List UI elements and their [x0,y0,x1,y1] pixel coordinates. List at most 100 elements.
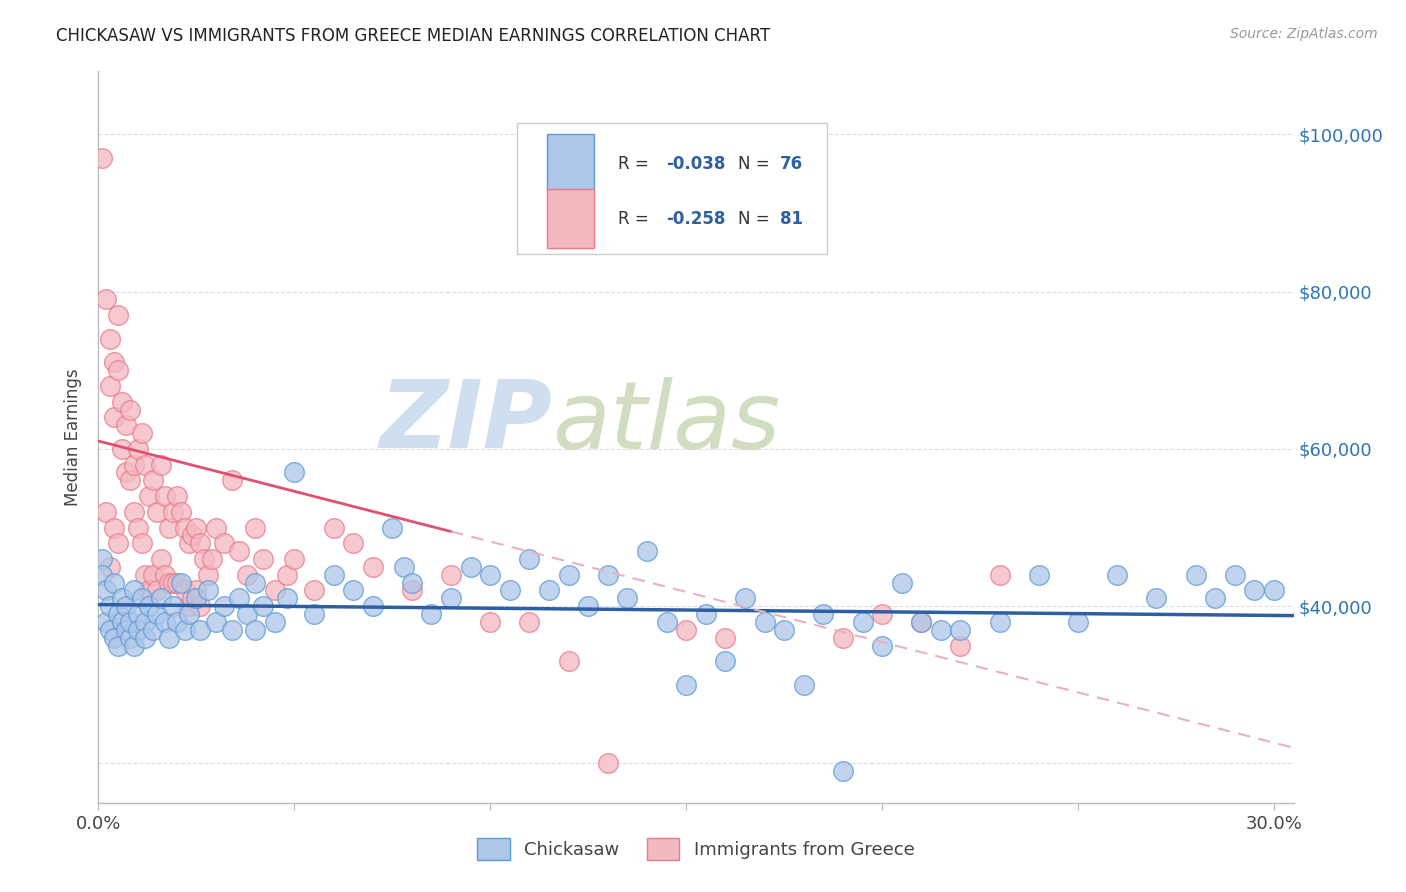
Point [134,615,156,629]
Point [138,583,160,598]
Point [115,418,138,433]
Point [1028,567,1050,582]
Point [186,591,208,606]
Point [127,442,149,456]
Point [91,151,114,165]
Point [150,552,173,566]
Point [929,623,952,637]
Point [153,615,176,629]
Point [157,575,180,590]
Point [173,623,195,637]
Point [988,567,1011,582]
Point [519,552,541,566]
Point [252,552,274,566]
Point [440,567,463,582]
Point [103,410,125,425]
Point [832,631,855,645]
Point [212,599,235,614]
Point [193,552,215,566]
Point [675,678,697,692]
Point [98,599,121,614]
Point [252,599,274,614]
Point [107,607,129,621]
Point [166,489,188,503]
Point [98,559,121,574]
Point [832,764,855,779]
Point [122,505,145,519]
Text: atlas: atlas [553,377,780,468]
Point [212,536,235,550]
Point [675,623,697,637]
Point [381,520,404,534]
Text: R =: R = [619,154,654,172]
Point [142,567,165,582]
Point [322,567,344,582]
Point [870,639,893,653]
Point [111,394,134,409]
Point [188,536,211,550]
Point [98,332,121,346]
Point [103,355,125,369]
Point [181,528,204,542]
Point [205,520,228,534]
Point [177,536,200,550]
Point [153,489,176,503]
Point [98,623,121,637]
Point [103,575,125,590]
Point [166,615,188,629]
Point [440,591,463,606]
Text: 76: 76 [779,154,803,172]
Point [186,583,208,598]
Point [695,607,717,621]
Point [201,552,224,566]
Point [714,654,737,668]
Point [714,631,737,645]
Point [166,575,188,590]
Point [111,615,134,629]
Point [342,583,364,598]
Y-axis label: Median Earnings: Median Earnings [65,368,83,506]
Point [162,575,184,590]
Point [949,623,972,637]
Point [91,567,114,582]
Point [115,599,138,614]
Point [283,466,305,480]
Point [243,575,266,590]
Point [118,631,141,645]
Point [122,639,145,653]
Bar [547,189,595,248]
Point [170,505,193,519]
Point [177,607,200,621]
Point [173,520,195,534]
Point [146,583,169,598]
Point [96,293,118,307]
Point [188,623,211,637]
Point [361,559,384,574]
Point [188,599,211,614]
Point [851,615,873,629]
Point [127,607,149,621]
Point [1184,567,1206,582]
Point [236,607,259,621]
Point [153,567,176,582]
Text: CHICKASAW VS IMMIGRANTS FROM GREECE MEDIAN EARNINGS CORRELATION CHART: CHICKASAW VS IMMIGRANTS FROM GREECE MEDI… [56,27,770,45]
Point [131,426,153,441]
Point [988,615,1011,629]
Point [205,615,228,629]
Point [342,536,364,550]
Point [276,591,298,606]
Point [596,567,619,582]
Point [263,583,285,598]
Point [276,567,298,582]
Point [157,520,180,534]
Point [773,623,796,637]
Point [499,583,522,598]
Point [236,567,259,582]
Point [283,552,305,566]
Point [243,520,266,534]
Point [96,615,118,629]
Point [107,363,129,377]
Point [479,615,502,629]
Point [150,458,173,472]
Text: 81: 81 [779,210,803,227]
